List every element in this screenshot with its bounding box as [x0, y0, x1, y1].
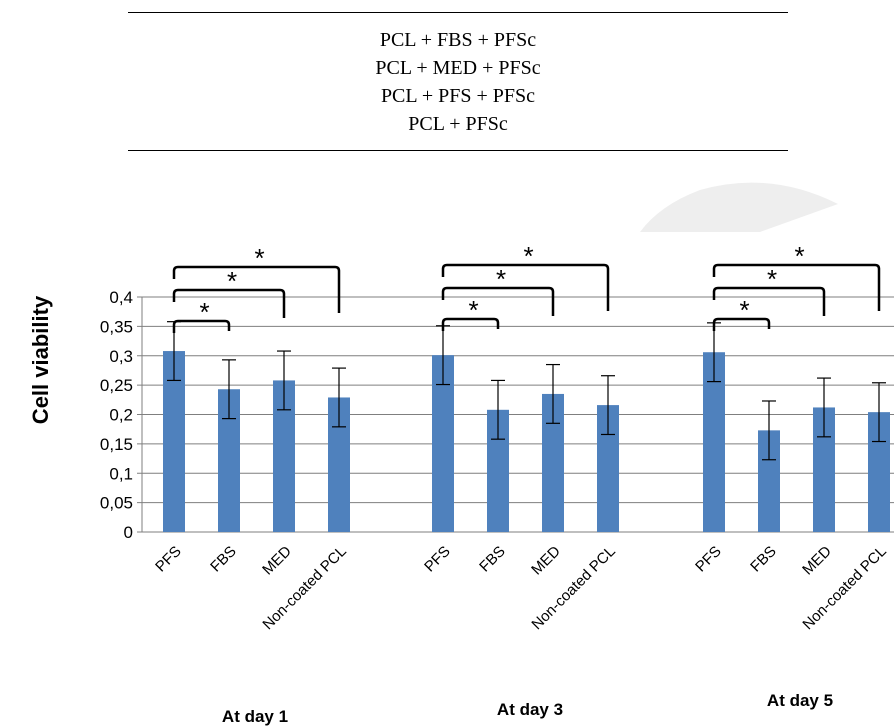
bar — [273, 380, 295, 532]
bar — [542, 393, 564, 532]
cell-viability-chart: 0 0,05 0,1 0,15 0,2 0,25 0,3 0,35 0,4 * * * * * * * ** … — [28, 182, 894, 726]
x-tick-label: FBS — [207, 543, 240, 576]
x-tick-label: FBS — [476, 543, 509, 576]
x-tick-label: PFS — [152, 543, 185, 576]
significance-star: * — [468, 295, 478, 325]
significance-brackets: * * * * * * * * * — [172, 241, 881, 333]
condition-row: PCL + PFS + PFSc — [380, 84, 536, 107]
significance-star: * — [496, 264, 506, 294]
bar — [432, 355, 454, 532]
y-tick-label: 0,2 — [109, 406, 133, 425]
y-tick-label: 0,25 — [100, 376, 133, 395]
y-tick-label: 0,05 — [100, 494, 133, 513]
x-tick-label: PFS — [421, 543, 454, 576]
condition-row: PCL + FBS + PFSc — [379, 28, 537, 51]
bar — [703, 352, 725, 532]
bar — [813, 407, 835, 532]
bar — [218, 389, 240, 532]
y-tick-label: 0,4 — [109, 288, 133, 307]
significance-star: * — [227, 266, 237, 296]
bar — [758, 430, 780, 532]
significance-bracket — [172, 288, 286, 318]
gridlines — [142, 296, 894, 533]
watermark-shape — [640, 182, 838, 232]
x-tick-label: FBS — [747, 543, 780, 576]
y-tick-label: 0,1 — [109, 464, 133, 483]
y-tick-label: 0,35 — [100, 317, 133, 336]
x-tick-label: MED — [259, 543, 295, 579]
significance-bracket — [441, 263, 610, 311]
significance-bracket — [172, 319, 231, 333]
significance-bracket — [712, 317, 771, 331]
condition-table: PCL + FBS + PFSc PCL + MED + PFSc PCL + … — [128, 12, 788, 151]
significance-star: * — [523, 241, 533, 271]
significance-bracket — [441, 317, 500, 331]
y-tick-label: 0 — [124, 523, 133, 542]
bar — [328, 397, 350, 532]
significance-star: * — [739, 295, 749, 325]
group-label: At day 3 — [497, 700, 563, 719]
significance-star: * — [199, 297, 209, 327]
x-tick-label: MED — [799, 543, 835, 579]
significance-bracket — [712, 286, 826, 316]
y-tick-label: 0,15 — [100, 435, 133, 454]
significance-star: * — [767, 264, 777, 294]
x-tick-label: PFS — [692, 543, 725, 576]
significance-bracket — [712, 263, 881, 311]
significance-star: * — [794, 241, 804, 271]
group-label: At day 1 — [222, 707, 288, 726]
bar — [163, 351, 185, 532]
significance-bracket — [172, 265, 341, 313]
significance-star: * — [254, 243, 264, 273]
y-tick-label: 0,3 — [109, 347, 133, 366]
bar — [487, 409, 509, 532]
group-label: At day 5 — [767, 691, 833, 710]
condition-row: PCL + PFSc — [408, 112, 508, 135]
condition-row: PCL + MED + PFSc — [375, 56, 541, 79]
y-axis-label: Cell viability — [28, 295, 53, 424]
significance-bracket — [441, 286, 555, 316]
bars — [163, 321, 890, 532]
x-tick-label: MED — [528, 543, 564, 579]
y-axis: 0 0,05 0,1 0,15 0,2 0,25 0,3 0,35 0,4 — [100, 288, 143, 542]
bar — [597, 405, 619, 532]
